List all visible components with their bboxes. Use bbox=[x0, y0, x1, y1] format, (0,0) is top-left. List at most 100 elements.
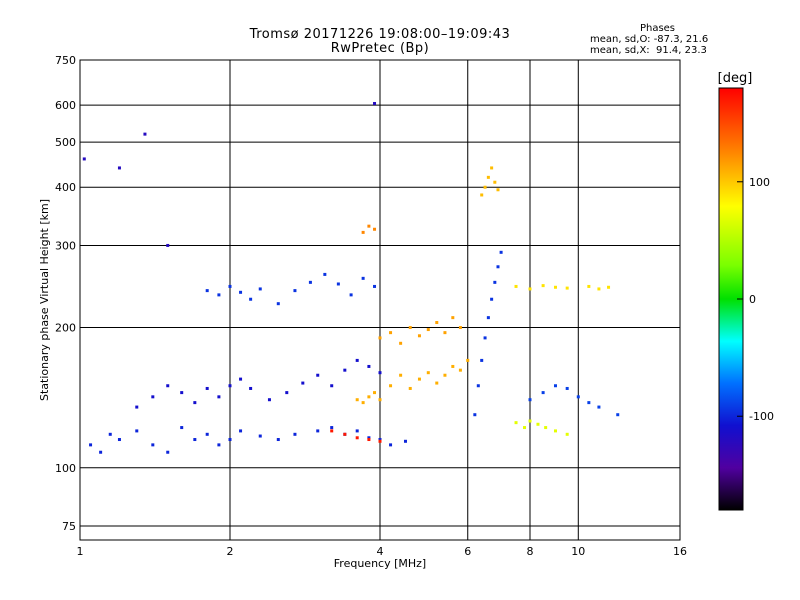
data-point bbox=[483, 336, 487, 340]
data-point bbox=[330, 384, 334, 388]
colorbar-tick-label: 0 bbox=[749, 293, 756, 306]
x-axis-label: Frequency [MHz] bbox=[334, 557, 426, 570]
data-point bbox=[493, 280, 497, 284]
data-point bbox=[135, 429, 139, 433]
data-point bbox=[458, 326, 462, 330]
y-axis-label: Stationary phase Virtual Height [km] bbox=[38, 199, 51, 401]
data-point bbox=[217, 395, 221, 399]
data-point bbox=[523, 426, 527, 430]
data-point bbox=[490, 166, 494, 170]
data-point bbox=[389, 384, 393, 388]
data-point bbox=[293, 289, 297, 293]
data-point bbox=[565, 432, 569, 436]
data-point bbox=[330, 429, 334, 433]
data-point bbox=[373, 391, 377, 395]
data-point bbox=[228, 384, 232, 388]
data-point bbox=[355, 436, 359, 440]
data-point bbox=[399, 373, 403, 377]
data-point bbox=[514, 421, 518, 425]
data-point bbox=[151, 395, 155, 399]
data-point bbox=[355, 398, 359, 402]
data-point bbox=[361, 401, 365, 405]
data-point bbox=[426, 328, 430, 332]
colorbar-ticks: 100 0 -100 bbox=[737, 176, 774, 423]
data-point bbox=[308, 280, 312, 284]
y-tick-label: 100 bbox=[55, 462, 76, 475]
data-point bbox=[466, 358, 470, 362]
x-tick-label: 4 bbox=[377, 545, 384, 558]
data-point bbox=[367, 438, 371, 442]
data-point bbox=[108, 432, 112, 436]
y-tick-label: 500 bbox=[55, 136, 76, 149]
data-point bbox=[166, 450, 170, 454]
data-point bbox=[378, 336, 382, 340]
data-point bbox=[587, 284, 591, 288]
data-point bbox=[239, 377, 243, 381]
data-point bbox=[217, 443, 221, 447]
data-point bbox=[528, 419, 532, 423]
y-tick-label: 600 bbox=[55, 99, 76, 112]
y-tick-label: 750 bbox=[55, 54, 76, 67]
data-point bbox=[355, 358, 359, 362]
y-tick-label: 200 bbox=[55, 322, 76, 335]
data-point bbox=[239, 290, 243, 294]
x-tick-label: 1 bbox=[77, 545, 84, 558]
data-point bbox=[378, 439, 382, 443]
data-point bbox=[378, 438, 382, 442]
data-point bbox=[473, 413, 477, 417]
x-tick-label: 6 bbox=[464, 545, 471, 558]
data-point bbox=[355, 429, 359, 433]
scatter-points bbox=[82, 101, 620, 454]
data-point bbox=[373, 284, 377, 288]
data-point bbox=[135, 405, 139, 409]
data-point bbox=[205, 289, 209, 293]
data-point bbox=[267, 398, 271, 402]
data-point bbox=[276, 438, 280, 442]
data-point bbox=[336, 282, 340, 286]
x-tick-label: 2 bbox=[227, 545, 234, 558]
data-point bbox=[228, 438, 232, 442]
data-point bbox=[616, 413, 620, 417]
data-point bbox=[301, 381, 305, 385]
data-point bbox=[367, 364, 371, 368]
x-tick-label: 8 bbox=[527, 545, 534, 558]
data-point bbox=[443, 373, 447, 377]
data-point bbox=[417, 377, 421, 381]
data-point bbox=[553, 429, 557, 433]
data-point bbox=[89, 443, 93, 447]
plot-frame bbox=[79, 59, 681, 541]
data-point bbox=[373, 227, 377, 231]
data-point bbox=[361, 276, 365, 280]
data-point bbox=[417, 334, 421, 338]
data-point bbox=[193, 438, 197, 442]
data-point bbox=[565, 386, 569, 390]
data-point bbox=[166, 243, 170, 247]
data-point bbox=[276, 302, 280, 306]
data-point bbox=[228, 284, 232, 288]
data-point bbox=[536, 422, 540, 426]
data-point bbox=[480, 358, 484, 362]
data-point bbox=[528, 287, 532, 291]
data-point bbox=[249, 386, 253, 390]
data-point bbox=[553, 285, 557, 289]
grid-lines bbox=[80, 60, 680, 540]
data-point bbox=[373, 101, 377, 105]
data-point bbox=[399, 341, 403, 345]
data-point bbox=[82, 157, 86, 161]
data-point bbox=[361, 230, 365, 234]
data-point bbox=[458, 368, 462, 372]
data-point bbox=[166, 384, 170, 388]
data-point bbox=[378, 398, 382, 402]
data-point bbox=[367, 224, 371, 228]
data-point bbox=[541, 284, 545, 288]
data-point bbox=[205, 432, 209, 436]
y-tick-label: 75 bbox=[62, 520, 76, 533]
data-point bbox=[553, 384, 557, 388]
data-point bbox=[597, 405, 601, 409]
data-point bbox=[316, 373, 320, 377]
data-point bbox=[490, 297, 494, 301]
data-point bbox=[349, 293, 353, 297]
data-point bbox=[408, 386, 412, 390]
data-point bbox=[316, 429, 320, 433]
